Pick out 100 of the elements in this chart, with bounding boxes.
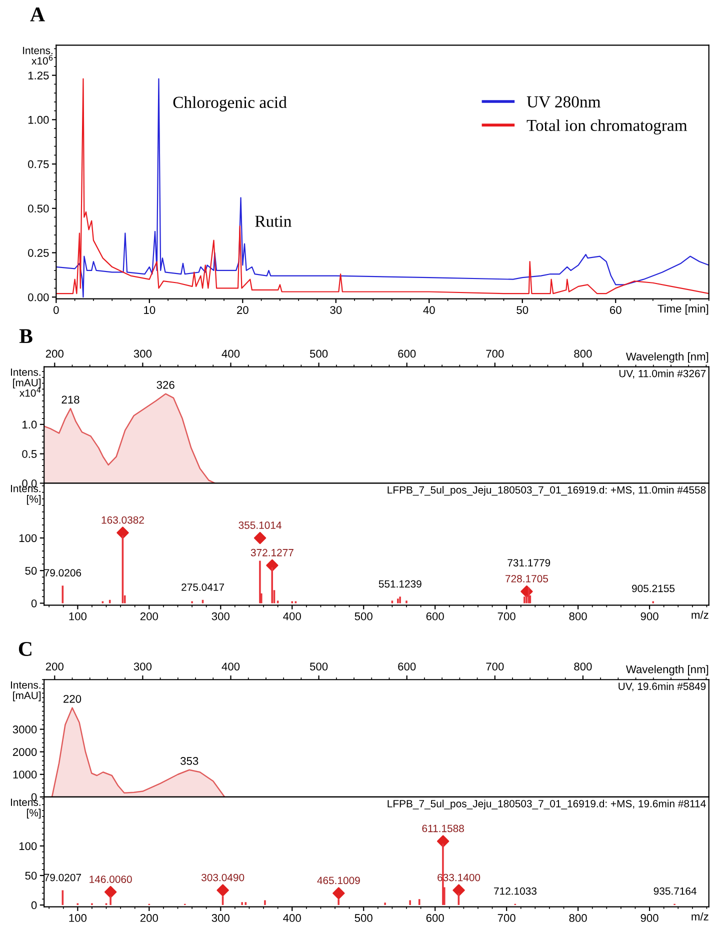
x-axis-title: m/z bbox=[692, 912, 708, 921]
x-axis-title: m/z bbox=[692, 610, 708, 619]
x-tick-label: 40 bbox=[423, 306, 435, 314]
y-tick-label: 3000 bbox=[12, 726, 37, 734]
x-tick-label: 300 bbox=[212, 914, 230, 922]
annotation: 611.1588 bbox=[422, 824, 464, 832]
x-tick-label: 700 bbox=[498, 914, 516, 922]
y-axis-title: Intens. [%] bbox=[11, 484, 41, 505]
annotation: 218 bbox=[62, 396, 80, 404]
annotation: 905.2155 bbox=[632, 584, 675, 592]
y-tick-label: 100 bbox=[19, 534, 37, 542]
x2-axis-title: Wavelength [nm] bbox=[626, 352, 708, 363]
y-axis-title: Intens. [mAU] x10$^{4}$ bbox=[11, 368, 41, 397]
x-tick-label: 500 bbox=[310, 350, 328, 358]
x-tick-label: 10 bbox=[144, 306, 156, 314]
point bbox=[452, 884, 465, 896]
point bbox=[436, 835, 450, 848]
annotation: Chlorogenic acid bbox=[173, 96, 287, 112]
y-tick-label: 1.0 bbox=[22, 420, 37, 429]
y-tick-label: 0 bbox=[31, 599, 37, 608]
point bbox=[104, 886, 117, 898]
annotation: 163.0382 bbox=[102, 516, 144, 524]
point bbox=[332, 887, 345, 900]
y-axis-title: Intens. [%] bbox=[11, 798, 41, 818]
y-tick-label: 0 bbox=[31, 793, 37, 802]
x-tick-label: 800 bbox=[574, 662, 592, 670]
x-tick-label: 0 bbox=[54, 306, 59, 314]
annotation: 146.0060 bbox=[90, 876, 132, 883]
x-tick-label: 900 bbox=[640, 612, 658, 620]
x-tick-label: 200 bbox=[140, 612, 158, 620]
x-tick-label: 200 bbox=[46, 350, 64, 358]
x-tick-label: 100 bbox=[69, 612, 87, 620]
x-tick-label: 600 bbox=[426, 612, 444, 620]
annotation: 465.1009 bbox=[317, 876, 360, 884]
annotation: 712.1033 bbox=[494, 887, 536, 895]
annotation: UV, 11.0min #3267 bbox=[619, 370, 706, 378]
annotation: LFPB_7_5ul_pos_Jeju_180503_7_01_16919.d: +MS, 11.0min #4558 bbox=[388, 486, 706, 496]
legend-label: Total ion chromatogram bbox=[526, 119, 688, 134]
x-tick-label: 600 bbox=[426, 914, 444, 922]
x-tick-label: 800 bbox=[574, 350, 592, 358]
point bbox=[254, 532, 266, 544]
x-tick-label: 200 bbox=[140, 914, 158, 922]
y-tick-label: 50 bbox=[25, 872, 37, 880]
y-tick-label: 0.5 bbox=[22, 450, 37, 458]
annotation: 326 bbox=[156, 381, 174, 389]
x-tick-label: 400 bbox=[283, 914, 301, 922]
y-tick-label: 1000 bbox=[13, 770, 37, 779]
x-tick-label: 600 bbox=[398, 350, 416, 358]
annotation: 275.0417 bbox=[182, 583, 224, 591]
y-tick-label: 0 bbox=[31, 901, 37, 910]
x-tick-label: 30 bbox=[330, 306, 342, 314]
x-axis-title: Time [min] bbox=[658, 304, 708, 315]
chart-title: C bbox=[18, 642, 32, 656]
annotation: 220 bbox=[64, 694, 82, 703]
x-tick-label: 200 bbox=[46, 662, 64, 670]
y-tick-label: 100 bbox=[19, 842, 37, 850]
x-tick-label: 700 bbox=[486, 662, 504, 670]
x-tick-label: 50 bbox=[516, 306, 528, 314]
x2-axis-title: Wavelength [nm] bbox=[626, 665, 708, 676]
annotation: Rutin bbox=[255, 216, 292, 227]
y-tick-label: 1.25 bbox=[28, 72, 49, 80]
x-tick-label: 400 bbox=[222, 662, 240, 670]
y-tick-label: 0.0 bbox=[22, 479, 37, 488]
annotation: 731.1779 bbox=[508, 559, 550, 566]
x-tick-label: 500 bbox=[354, 914, 372, 922]
x-tick-label: 300 bbox=[134, 350, 152, 358]
annotation: 79.0207 bbox=[44, 874, 81, 882]
y-axis-title: Intens. [mAU] bbox=[11, 681, 41, 702]
y-tick-label: 0.50 bbox=[28, 204, 49, 213]
x-tick-label: 700 bbox=[498, 612, 516, 620]
x-tick-label: 400 bbox=[283, 612, 301, 620]
x-tick-label: 800 bbox=[569, 612, 587, 620]
x-tick-label: 600 bbox=[398, 662, 416, 670]
annotation: 372.1277 bbox=[250, 548, 294, 556]
x-tick-label: 300 bbox=[134, 662, 152, 670]
point bbox=[116, 526, 129, 539]
annotation: 728.1705 bbox=[506, 575, 548, 582]
x-tick-label: 900 bbox=[640, 914, 658, 922]
annotation: 551.1239 bbox=[378, 580, 422, 588]
x-tick-label: 20 bbox=[237, 306, 248, 314]
annotation: 935.7164 bbox=[654, 887, 696, 895]
point bbox=[216, 884, 229, 896]
y-axis-title: Intens. x10$^{6}$ bbox=[23, 46, 53, 65]
annotation: LFPB_7_5ul_pos_Jeju_180503_7_01_16919.d: +MS, 19.6min #8114 bbox=[388, 800, 706, 810]
x-tick-label: 800 bbox=[569, 914, 587, 922]
x-tick-label: 500 bbox=[354, 612, 372, 620]
annotation: 79.0206 bbox=[44, 569, 82, 577]
chart-title: A bbox=[30, 8, 45, 22]
y-tick-label: 50 bbox=[25, 566, 37, 575]
x-tick-label: 300 bbox=[212, 612, 230, 620]
chart-title: B bbox=[19, 329, 32, 343]
legend-label: UV 280nm bbox=[526, 96, 601, 108]
annotation: 303.0490 bbox=[202, 874, 244, 882]
y-tick-label: 2000 bbox=[12, 748, 37, 756]
x-tick-label: 100 bbox=[69, 914, 87, 922]
x-tick-label: 500 bbox=[310, 662, 328, 670]
y-tick-label: 0.25 bbox=[28, 248, 49, 257]
annotation: UV, 19.6min #5849 bbox=[618, 682, 706, 692]
y-tick-label: 1.00 bbox=[28, 116, 49, 124]
annotation: 355.1014 bbox=[238, 522, 282, 529]
